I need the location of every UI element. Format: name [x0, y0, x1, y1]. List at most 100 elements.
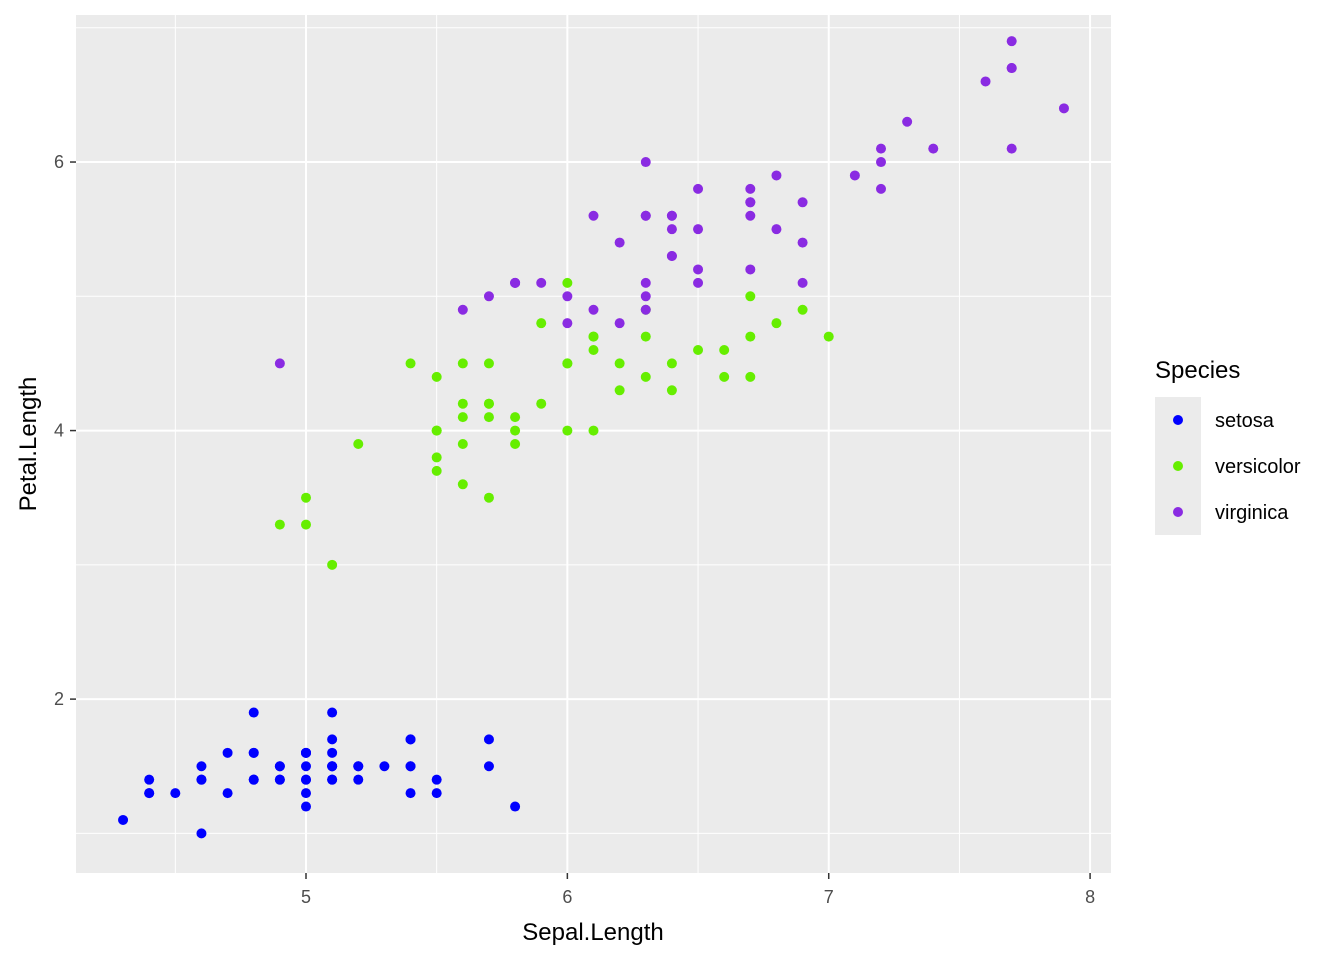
- point-virginica: [457, 304, 468, 315]
- point-virginica: [745, 210, 756, 221]
- point-versicolor: [666, 385, 677, 396]
- point-setosa: [170, 788, 181, 799]
- point-versicolor: [614, 385, 625, 396]
- point-versicolor: [719, 345, 730, 356]
- point-versicolor: [693, 345, 704, 356]
- point-versicolor: [536, 318, 547, 329]
- minor-gridlines: [76, 15, 1111, 873]
- point-setosa: [405, 761, 416, 772]
- point-versicolor: [745, 291, 756, 302]
- point-virginica: [510, 277, 521, 288]
- point-versicolor: [823, 331, 834, 342]
- point-versicolor: [562, 277, 573, 288]
- legend-label-virginica: virginica: [1215, 502, 1289, 524]
- point-versicolor: [431, 371, 442, 382]
- point-virginica: [876, 143, 886, 154]
- point-virginica: [745, 197, 756, 208]
- point-versicolor: [588, 345, 599, 356]
- point-setosa: [144, 788, 155, 799]
- point-setosa: [327, 774, 338, 785]
- legend-key-versicolor: [1173, 461, 1183, 471]
- point-setosa: [196, 774, 207, 785]
- x-tick-label: 7: [824, 887, 834, 907]
- x-tick-label: 8: [1085, 887, 1095, 907]
- point-virginica: [849, 170, 860, 181]
- y-axis-title: Petal.Length: [15, 377, 42, 512]
- point-versicolor: [483, 492, 494, 503]
- point-versicolor: [562, 425, 573, 436]
- point-setosa: [196, 828, 207, 839]
- point-virginica: [876, 183, 886, 194]
- point-versicolor: [405, 358, 416, 369]
- point-virginica: [876, 157, 886, 168]
- point-virginica: [693, 183, 704, 194]
- point-versicolor: [536, 398, 547, 409]
- point-versicolor: [483, 358, 494, 369]
- point-virginica: [745, 264, 756, 275]
- point-setosa: [301, 788, 311, 799]
- point-setosa: [327, 734, 338, 745]
- point-setosa: [196, 761, 207, 772]
- point-setosa: [327, 747, 338, 758]
- point-virginica: [693, 224, 704, 235]
- point-virginica: [562, 318, 573, 329]
- point-virginica: [588, 210, 599, 221]
- point-setosa: [431, 774, 442, 785]
- legend-label-versicolor: versicolor: [1215, 456, 1301, 478]
- point-setosa: [248, 774, 259, 785]
- point-versicolor: [431, 425, 442, 436]
- point-virginica: [980, 76, 991, 87]
- point-versicolor: [457, 398, 468, 409]
- point-versicolor: [640, 371, 651, 382]
- point-setosa: [405, 788, 416, 799]
- point-versicolor: [457, 358, 468, 369]
- point-setosa: [379, 761, 390, 772]
- point-virginica: [614, 318, 625, 329]
- point-virginica: [274, 358, 285, 369]
- point-setosa: [248, 707, 259, 718]
- point-setosa: [118, 814, 129, 825]
- point-virginica: [640, 304, 651, 315]
- point-virginica: [483, 291, 494, 302]
- x-tick-label: 5: [301, 887, 311, 907]
- point-setosa: [353, 761, 364, 772]
- point-setosa: [327, 707, 338, 718]
- point-versicolor: [483, 398, 494, 409]
- point-virginica: [1058, 103, 1069, 114]
- point-versicolor: [745, 371, 756, 382]
- point-virginica: [536, 277, 547, 288]
- point-setosa: [274, 761, 285, 772]
- point-versicolor: [431, 452, 442, 463]
- point-versicolor: [666, 358, 677, 369]
- point-versicolor: [640, 331, 651, 342]
- point-versicolor: [457, 479, 468, 490]
- point-virginica: [640, 210, 651, 221]
- point-versicolor: [457, 439, 468, 449]
- point-virginica: [1006, 63, 1017, 74]
- point-virginica: [640, 157, 651, 168]
- point-virginica: [928, 143, 939, 154]
- point-virginica: [614, 237, 625, 248]
- point-setosa: [483, 734, 494, 745]
- y-tick-label: 4: [54, 421, 64, 441]
- y-tick-label: 6: [54, 152, 64, 172]
- point-setosa: [510, 801, 521, 812]
- point-virginica: [640, 277, 651, 288]
- legend-label-setosa: setosa: [1215, 410, 1275, 432]
- point-virginica: [1006, 36, 1017, 47]
- x-axis-ticks: 5 6 7 8: [301, 873, 1095, 907]
- point-setosa: [301, 761, 311, 772]
- point-versicolor: [301, 519, 311, 530]
- point-virginica: [771, 224, 782, 235]
- legend-key-virginica: [1173, 507, 1183, 517]
- point-setosa: [144, 774, 155, 785]
- legend-title: Species: [1155, 357, 1240, 384]
- point-setosa: [248, 747, 259, 758]
- point-virginica: [1006, 143, 1017, 154]
- point-setosa: [327, 761, 338, 772]
- point-virginica: [666, 224, 677, 235]
- legend: Species setosa versicolor virginica: [1155, 357, 1301, 535]
- point-versicolor: [588, 425, 599, 436]
- point-versicolor: [745, 331, 756, 342]
- point-setosa: [301, 801, 311, 812]
